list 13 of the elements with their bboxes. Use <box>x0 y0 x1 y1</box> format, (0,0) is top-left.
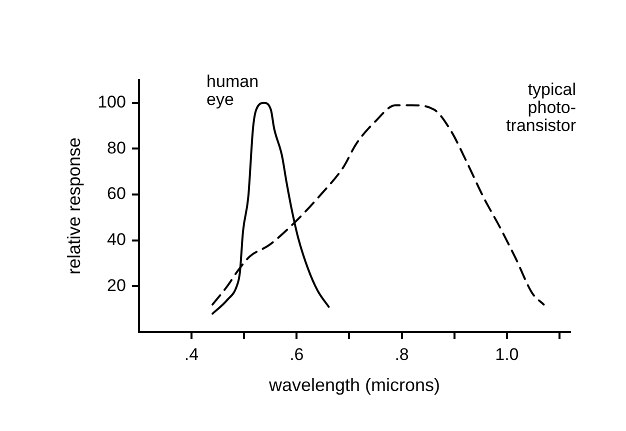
x-axis-title: wavelength (microns) <box>268 375 440 396</box>
text: typical photo-transistor <box>506 80 576 136</box>
series-label: human eye <box>206 72 259 110</box>
y-tick-label: 60 <box>107 184 126 204</box>
y-tick-label: 20 <box>107 276 126 295</box>
x-tick-label: .8 <box>394 344 409 364</box>
y-tick-label: 40 <box>107 230 126 250</box>
x-tick-label: 1.0 <box>495 344 519 364</box>
y-tick-label: 100 <box>98 92 126 112</box>
x-tick-label: .6 <box>290 344 304 364</box>
x-tick-label: .4 <box>184 344 199 364</box>
y-tick-label: 80 <box>107 138 126 158</box>
y-axis-title: relative response <box>64 137 84 275</box>
